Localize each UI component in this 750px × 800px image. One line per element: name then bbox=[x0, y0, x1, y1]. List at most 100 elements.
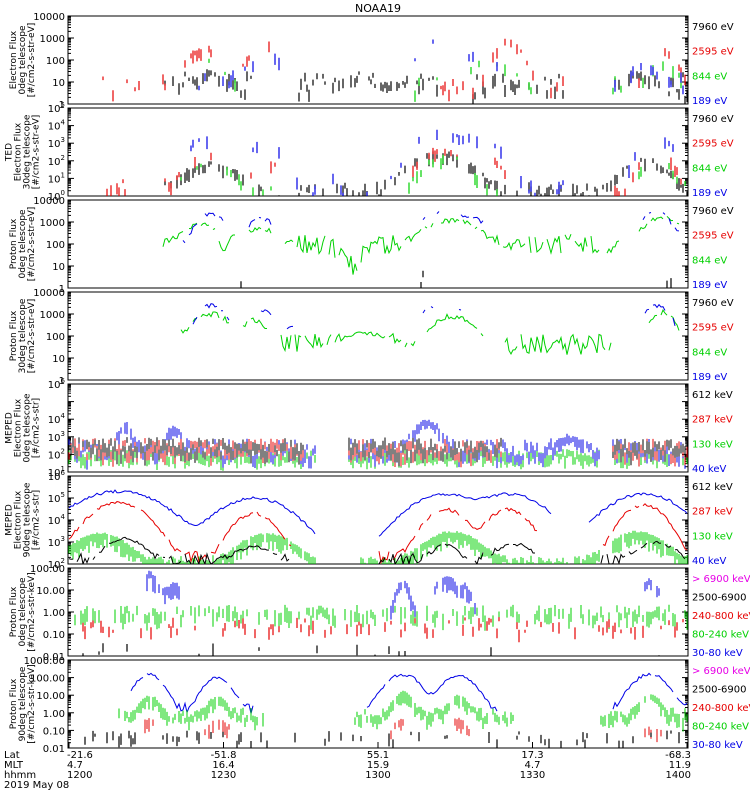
x-axis: -21.64.71200-51.816.4123055.115.9130017.… bbox=[4, 742, 691, 791]
legend-entry: 240-800 keV bbox=[692, 703, 750, 714]
y-tick-label: 101 bbox=[48, 465, 65, 479]
y-tick-label: 100.00 bbox=[30, 674, 65, 685]
series-blue bbox=[190, 129, 674, 196]
x-tick-label: -68.3 bbox=[665, 750, 691, 761]
series-black bbox=[84, 730, 680, 748]
series-red bbox=[102, 38, 686, 102]
y-tick-label: 100 bbox=[46, 332, 65, 343]
y-tick-label: 100.00 bbox=[30, 564, 65, 575]
y-tick-label: 100 bbox=[46, 240, 65, 251]
y-tick-label: 106 bbox=[48, 377, 66, 391]
y-tick-label: 0.01 bbox=[43, 652, 65, 663]
y-tick-label: 10.00 bbox=[36, 586, 65, 597]
y-axis-label: Proton Flux90deg telescope[#/cm2-s-str-k… bbox=[9, 664, 37, 743]
y-tick-label: 10 bbox=[52, 262, 65, 273]
series-green bbox=[162, 216, 680, 275]
y-tick-label: 10 bbox=[52, 78, 65, 89]
legend-entry: 7960 eV bbox=[692, 114, 734, 125]
y-axis-label: Electron Flux0deg telescope[#/cm2-s-str-… bbox=[9, 23, 37, 98]
series-black bbox=[68, 437, 688, 467]
y-tick-label: 103 bbox=[48, 136, 65, 150]
y-axis-label: MEPEDElectron Flux90deg telescope[#/cm2-… bbox=[5, 482, 42, 557]
series-group bbox=[74, 570, 688, 656]
date-label: 2019 May 08 bbox=[4, 780, 69, 791]
series-group bbox=[68, 489, 688, 564]
legend-entry: 40 keV bbox=[692, 464, 726, 475]
legend-entry: 189 eV bbox=[692, 188, 727, 199]
series-group bbox=[162, 211, 680, 288]
y-tick-label: 103 bbox=[48, 535, 65, 549]
legend-entry: 2500-6900 bbox=[692, 593, 747, 604]
x-tick-label: 1230 bbox=[211, 770, 236, 781]
series-green bbox=[68, 530, 688, 564]
series-group bbox=[102, 38, 688, 104]
x-tick-label: 17.3 bbox=[521, 750, 543, 761]
legend-entry: 2595 eV bbox=[692, 323, 734, 334]
y-tick-label: 1000 bbox=[40, 218, 65, 229]
y-tick-label: 106 bbox=[48, 469, 66, 483]
x-tick-label: 1330 bbox=[520, 770, 545, 781]
chart-title: NOAA19 bbox=[355, 2, 401, 15]
legend-entry: 189 eV bbox=[692, 96, 727, 107]
y-tick-label: 1000 bbox=[40, 34, 65, 45]
x-tick-label: -51.8 bbox=[211, 750, 237, 761]
legend-entry: > 6900 keV bbox=[692, 666, 750, 677]
y-tick-label: 105 bbox=[48, 491, 65, 505]
series-red bbox=[106, 147, 682, 196]
series-red bbox=[82, 617, 684, 643]
y-axis-label: MEPEDElectron Flux0deg telescope[#/cm2-s… bbox=[5, 393, 42, 463]
legend-entry: 612 keV bbox=[692, 482, 733, 493]
series-green bbox=[118, 690, 688, 732]
legend-entry: 287 keV bbox=[692, 415, 733, 426]
legend-entry: 30-80 keV bbox=[692, 648, 743, 659]
legend-entry: 7960 eV bbox=[692, 22, 734, 33]
series-black bbox=[164, 69, 688, 104]
y-tick-label: 1 bbox=[59, 376, 65, 387]
panel-meped_e_0: 106 104 103 102 101 MEPEDElectron Flux0deg te… bbox=[5, 377, 733, 479]
series-blue bbox=[198, 39, 684, 95]
legend-entry: 2500-6900 bbox=[692, 685, 747, 696]
y-tick-label: 104 bbox=[48, 119, 66, 133]
y-axis-label: Proton Flux30deg telescope[#/cm2-s-str-e… bbox=[9, 298, 37, 373]
series-group bbox=[180, 304, 680, 356]
legend-entry: 287 keV bbox=[692, 507, 733, 518]
series-green bbox=[180, 309, 680, 356]
y-tick-label: 0.01 bbox=[43, 744, 65, 755]
series-blue bbox=[182, 211, 680, 244]
y-tick-label: 10.00 bbox=[36, 691, 65, 702]
legend-entry: 80-240 keV bbox=[692, 722, 749, 733]
x-tick-label: 1200 bbox=[67, 770, 92, 781]
y-tick-label: 0.10 bbox=[43, 726, 65, 737]
series-blue bbox=[130, 672, 688, 715]
legend-entry: 2595 eV bbox=[692, 47, 734, 58]
x-tick-label: 16.4 bbox=[212, 760, 234, 771]
legend-entry: 80-240 keV bbox=[692, 630, 749, 641]
y-tick-label: 10000 bbox=[33, 288, 65, 299]
y-tick-label: 1 bbox=[59, 100, 65, 111]
panel-frame bbox=[67, 475, 689, 565]
series-black bbox=[68, 536, 686, 564]
legend-entry: 844 eV bbox=[692, 163, 727, 174]
legend-entry: 612 keV bbox=[692, 390, 733, 401]
y-tick-label: 102 bbox=[48, 154, 65, 168]
x-row-label: hhmm bbox=[4, 770, 36, 781]
series-group bbox=[84, 672, 688, 748]
legend-entry: 40 keV bbox=[692, 556, 726, 567]
panel-ted_e_30: 105 104 103 102 101 100 TEDElectron Flux30deg … bbox=[5, 101, 734, 203]
legend-entry: 7960 eV bbox=[692, 298, 734, 309]
legend-entry: 189 eV bbox=[692, 280, 727, 291]
panel-frame bbox=[67, 659, 689, 749]
y-tick-label: 103 bbox=[48, 430, 65, 444]
y-tick-label: 100 bbox=[46, 56, 65, 67]
panel-frame bbox=[67, 567, 689, 657]
panel-meped_e_90: 106 105 104 103 102 MEPEDElectron Flux90deg t… bbox=[5, 469, 733, 571]
y-tick-label: 10000 bbox=[33, 196, 65, 207]
panel-meped_p_90: 1000.00 100.00 10.00 1.00 0.10 0.01 Proton Flu… bbox=[9, 656, 750, 755]
y-tick-label: 101 bbox=[48, 171, 65, 185]
series-blue bbox=[146, 570, 660, 620]
legend-entry: 844 eV bbox=[692, 347, 727, 358]
x-tick-label: 1300 bbox=[365, 770, 390, 781]
series-black bbox=[82, 643, 660, 656]
